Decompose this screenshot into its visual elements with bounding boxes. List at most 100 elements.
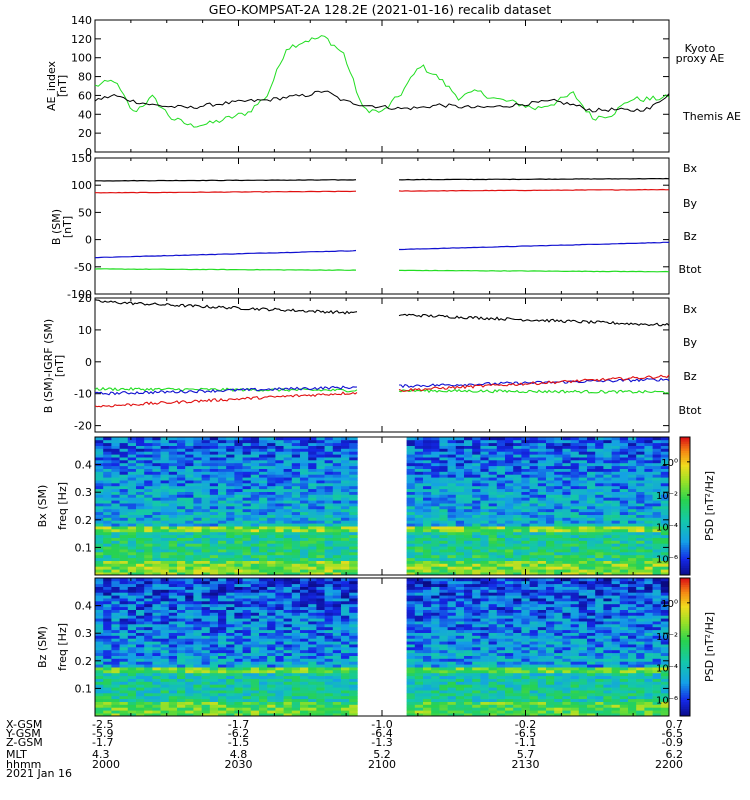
bzspec-cell [291, 629, 301, 633]
bxspec-cell [259, 549, 268, 553]
bzspec-cell [136, 595, 145, 599]
bzspec-cell [193, 670, 202, 674]
bzspec-cell [267, 695, 276, 700]
bzspec-cell [152, 704, 161, 708]
bxspec-cell [193, 537, 202, 541]
bxspec-cell [185, 454, 194, 458]
bzspec-cell [283, 644, 293, 648]
bxspec-cell [242, 569, 252, 573]
bxspec-cell [644, 488, 653, 492]
bxspec-cell [496, 546, 506, 550]
bxspec-cell [316, 531, 325, 536]
bxspec-cell [259, 506, 268, 510]
bxspec-cell [127, 457, 137, 461]
bzspec-cell [201, 583, 211, 587]
bzspec-cell [160, 578, 170, 582]
bxspec-cell [349, 503, 358, 507]
bzspec-cell [300, 609, 309, 613]
bzspec-cell [332, 598, 342, 602]
bxspec-cell [554, 485, 563, 490]
bzspec-cell [283, 612, 293, 616]
bxspec-cell [619, 491, 629, 495]
bzspec-cell [193, 583, 202, 587]
bxspec-cell [144, 485, 153, 490]
bxspec-cell [127, 488, 137, 492]
bzspec-cell [283, 578, 293, 582]
bzspec-cell [127, 589, 137, 593]
bxspec-cell [193, 477, 202, 481]
bzspec-cell [283, 586, 293, 590]
bxspec-cell [505, 462, 514, 467]
bxspec-cell [103, 526, 112, 530]
bzspec-cell [242, 667, 252, 671]
bzspec-cell [201, 624, 211, 628]
bxspec-cell [488, 511, 498, 515]
bxspec-cell [628, 531, 637, 536]
bzspec-cell [406, 586, 416, 590]
bxspec-cell [587, 552, 596, 556]
bzspec-cell [242, 678, 252, 682]
bxspec-cell [332, 534, 342, 538]
bxspec-cell [103, 557, 112, 561]
bxspec-cell [652, 537, 662, 541]
bxspec-cell [275, 520, 284, 524]
bxspec-cell [103, 543, 112, 547]
bzspec-cell [250, 678, 260, 682]
bxspec-cell [168, 569, 178, 573]
bxspec-cell [447, 457, 457, 461]
bxspec-cell [611, 468, 621, 472]
colorbar-step [680, 549, 690, 553]
ae-line [94, 90, 670, 113]
bxspec-cell [103, 465, 112, 469]
bxspec-cell [636, 540, 645, 544]
bxspec-cell [505, 500, 514, 504]
bxspec-cell [496, 480, 506, 484]
bxspec-cell [652, 563, 662, 567]
bxspec-cell [587, 457, 596, 461]
bxspec-cell [537, 485, 547, 490]
bxspec-cell [168, 437, 178, 441]
bzspec-cell [283, 649, 293, 654]
bzspec-cell [308, 595, 317, 599]
bxspec-cell [136, 511, 145, 515]
bzspec-cell [152, 615, 161, 619]
bxspec-cell [152, 454, 161, 458]
bxspec-cell [177, 491, 186, 495]
bzspec-cell [341, 675, 350, 679]
bxspec-cell [644, 465, 653, 469]
bzspec-cell [300, 684, 309, 688]
bxspec-cell [283, 465, 293, 469]
bxspec-cell [414, 477, 424, 481]
bxspec-cell [636, 537, 645, 541]
bxspec-cell [308, 451, 317, 455]
bzspec-cell [218, 695, 227, 700]
bzspec-cell [209, 684, 219, 688]
bxspec-cell [496, 549, 506, 553]
bzspec-cell [332, 661, 342, 665]
bxspec-cell [316, 540, 325, 544]
bzspec-cell [250, 652, 260, 656]
bxspec-cell [209, 534, 219, 538]
bzspec-cell [324, 635, 334, 639]
bzspec-cell [250, 595, 260, 599]
bxspec-cell [349, 471, 358, 475]
bxspec-cell [250, 508, 260, 513]
bxspec-cell [316, 448, 325, 452]
bxspec-cell [603, 563, 612, 567]
bxspec-cell [464, 546, 473, 550]
bxspec-cell [587, 514, 596, 518]
bxspec-cell [603, 437, 612, 441]
bxspec-cell [439, 503, 448, 507]
bxspec-cell [136, 500, 145, 504]
bxspec-cell [185, 566, 194, 570]
bxspec-cell [209, 569, 219, 573]
bxspec-cell [652, 451, 662, 455]
bxspec-cell [332, 500, 342, 504]
bzspec-cell [136, 678, 145, 682]
bxspec-cell [480, 471, 489, 475]
bzspec-cell [242, 612, 252, 616]
bxspec-cell [226, 445, 235, 449]
bxspec-cell [144, 549, 153, 553]
bxspec-cell [119, 448, 129, 452]
bxspec-cell [464, 508, 473, 513]
